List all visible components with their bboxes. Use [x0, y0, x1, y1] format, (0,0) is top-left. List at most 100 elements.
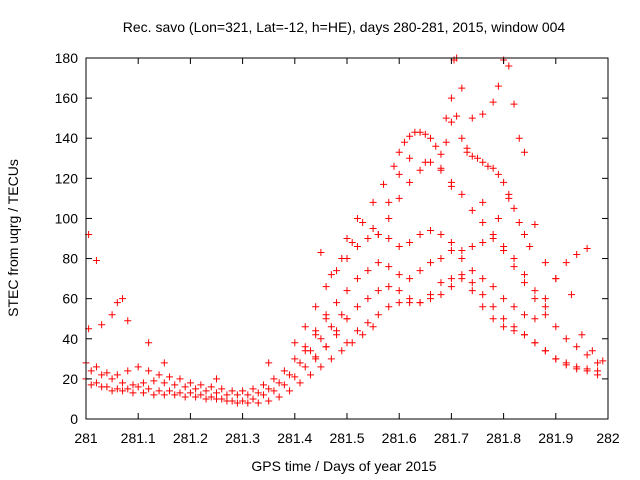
data-point [291, 355, 299, 363]
x-tick-label: 281.1 [121, 430, 156, 446]
data-point [87, 381, 95, 389]
data-point [567, 291, 575, 299]
data-point [416, 230, 424, 238]
data-point [510, 100, 518, 108]
data-point [458, 84, 466, 92]
data-point [562, 335, 570, 343]
data-point [531, 315, 539, 323]
data-point [520, 311, 528, 319]
data-point [92, 257, 100, 265]
data-point [395, 148, 403, 156]
data-point [583, 351, 591, 359]
data-point [119, 295, 127, 303]
data-point [275, 379, 283, 387]
data-point [280, 367, 288, 375]
data-point [92, 363, 100, 371]
data-point [317, 363, 325, 371]
data-point [265, 397, 273, 405]
data-point [254, 389, 262, 397]
data-point [416, 299, 424, 307]
data-point [562, 259, 570, 267]
x-tick-label: 281.9 [538, 430, 573, 446]
data-point [458, 275, 466, 283]
y-tick-label: 100 [55, 210, 79, 226]
y-tick-label: 160 [55, 90, 79, 106]
data-point [108, 311, 116, 319]
data-point [155, 371, 163, 379]
x-tick-label: 281 [74, 430, 98, 446]
data-point [458, 134, 466, 142]
data-point [139, 379, 147, 387]
data-point [573, 251, 581, 259]
data-point [494, 214, 502, 222]
data-point [468, 152, 476, 160]
data-point [427, 226, 435, 234]
data-point [113, 371, 121, 379]
data-point [249, 395, 257, 403]
x-axis: 281 281.1 281.2 281.3 281.4 281.5 281.6 281.7 28… [74, 58, 620, 446]
data-point [395, 170, 403, 178]
data-point [233, 399, 241, 407]
data-point [437, 291, 445, 299]
data-point [348, 239, 356, 247]
data-point [520, 230, 528, 238]
data-point [181, 393, 189, 401]
data-point [207, 393, 215, 401]
data-point [369, 224, 377, 232]
data-point [515, 218, 523, 226]
data-point [327, 323, 335, 331]
data-point [531, 339, 539, 347]
data-point [515, 134, 523, 142]
data-point [500, 295, 508, 303]
data-point [353, 303, 361, 311]
data-point [301, 343, 309, 351]
data-point [494, 82, 502, 90]
data-point [573, 343, 581, 351]
data-point [98, 371, 106, 379]
data-point [145, 367, 153, 375]
data-point [327, 271, 335, 279]
x-axis-label: GPS time / Days of year 2015 [251, 458, 436, 474]
data-point [583, 245, 591, 253]
data-point [479, 291, 487, 299]
data-point [145, 385, 153, 393]
data-point [353, 214, 361, 222]
data-point [421, 130, 429, 138]
data-point [333, 299, 341, 307]
data-point [531, 287, 539, 295]
data-point [594, 359, 602, 367]
data-point [192, 385, 200, 393]
data-point [139, 389, 147, 397]
x-tick-label: 281.7 [434, 430, 469, 446]
data-point [520, 331, 528, 339]
data-point [176, 389, 184, 397]
data-point [186, 379, 194, 387]
data-point [223, 391, 231, 399]
data-point [427, 295, 435, 303]
data-point [421, 158, 429, 166]
data-point [265, 385, 273, 393]
data-point [468, 114, 476, 122]
data-point [541, 347, 549, 355]
data-point [119, 387, 127, 395]
data-point [124, 385, 132, 393]
data-point [406, 132, 414, 140]
data-point [442, 138, 450, 146]
x-tick-label: 281.3 [225, 430, 260, 446]
data-point [254, 399, 262, 407]
data-point [176, 375, 184, 383]
data-point [406, 154, 414, 162]
data-point [489, 164, 497, 172]
data-point [432, 142, 440, 150]
data-point [239, 397, 247, 405]
data-point [505, 194, 513, 202]
data-point [479, 198, 487, 206]
data-point [541, 259, 549, 267]
data-point [312, 327, 320, 335]
y-tick-label: 180 [55, 50, 79, 66]
data-point [416, 267, 424, 275]
data-point [312, 303, 320, 311]
data-point [259, 391, 267, 399]
data-point [322, 283, 330, 291]
data-point [239, 387, 247, 395]
